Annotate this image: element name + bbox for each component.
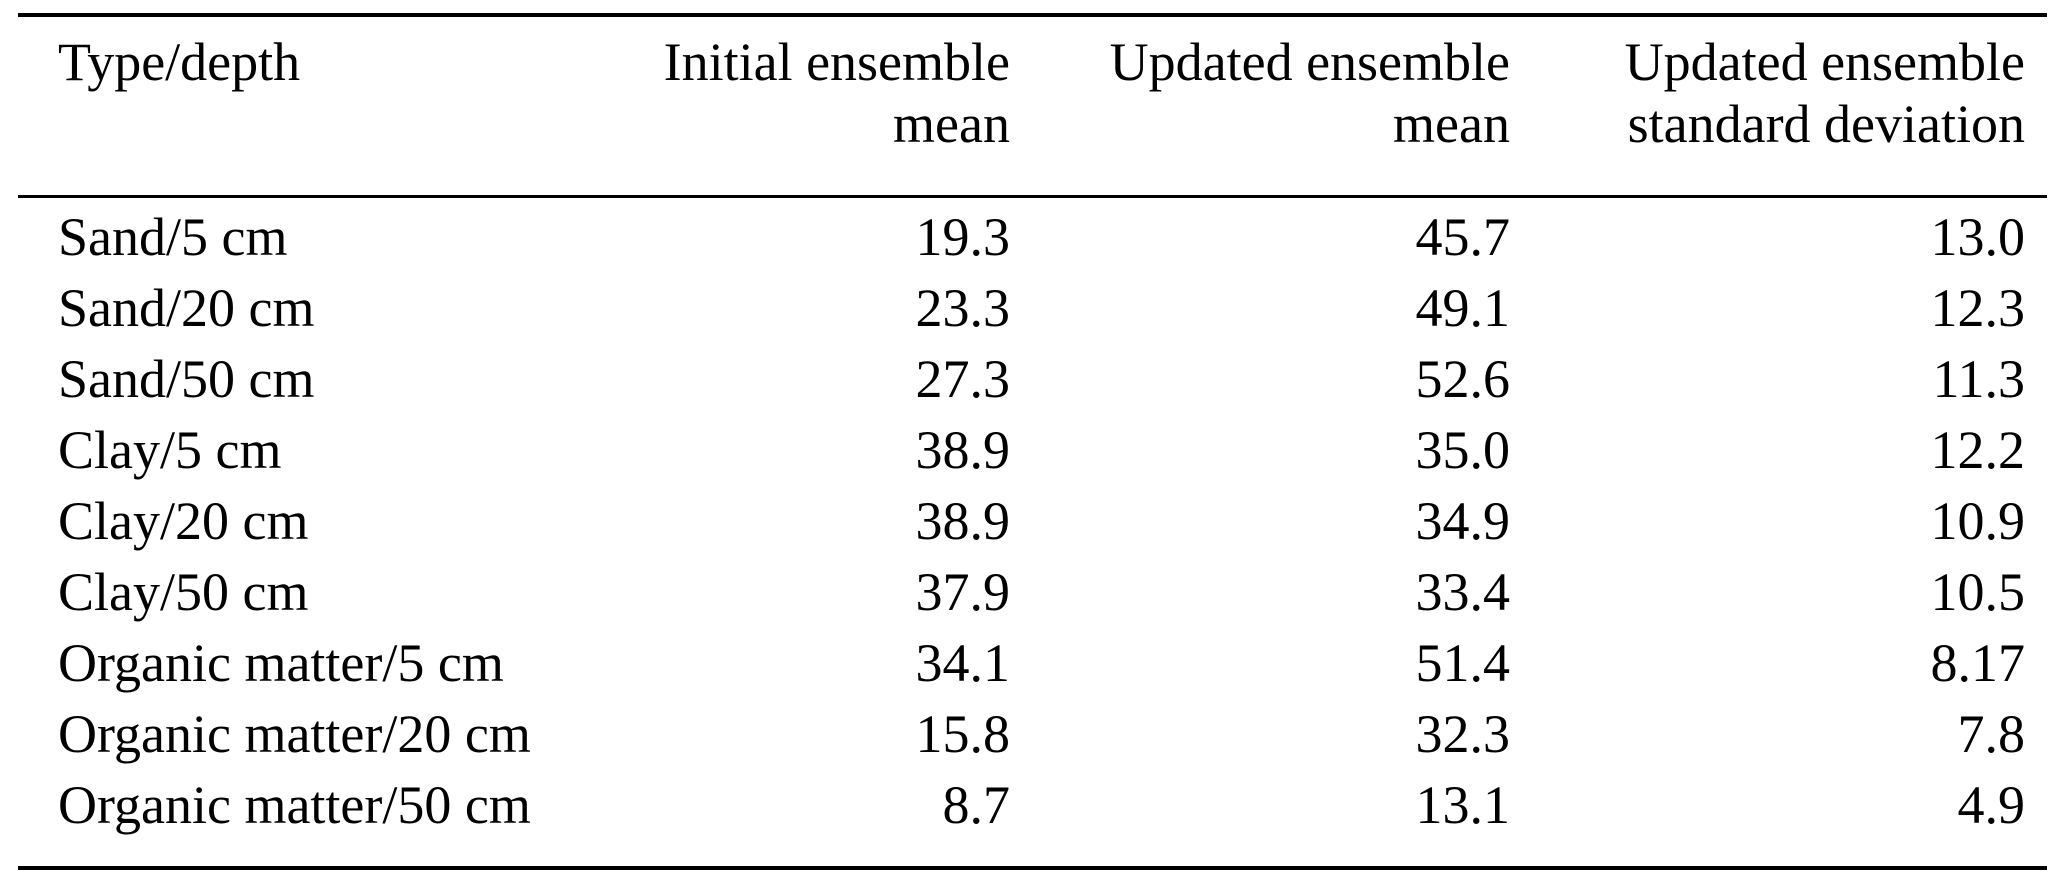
cell-updated-mean: 51.4	[1415, 633, 1511, 693]
cell-updated-mean: 32.3	[1415, 704, 1511, 764]
cell-updated-mean: 52.6	[1415, 349, 1511, 409]
table-row: Clay/50 cm 37.9 33.4 10.5	[18, 557, 2047, 628]
table-row: Organic matter/20 cm 15.8 32.3 7.8	[18, 699, 2047, 770]
table-row: Sand/5 cm 19.3 45.7 13.0	[18, 197, 2047, 274]
cell-type-depth: Clay/50 cm	[58, 562, 309, 622]
cell-initial-mean: 27.3	[915, 349, 1011, 409]
header-row: Type/depth Initial ensemble mean Updated…	[18, 15, 2047, 197]
cell-type-depth: Sand/50 cm	[58, 349, 315, 409]
cell-updated-sd: 11.3	[1932, 349, 2026, 409]
table-header: Type/depth Initial ensemble mean Updated…	[18, 15, 2047, 197]
cell-updated-mean: 33.4	[1415, 562, 1511, 622]
table-row: Clay/20 cm 38.9 34.9 10.9	[18, 486, 2047, 557]
header-type-depth: Type/depth	[18, 15, 618, 197]
cell-type-depth: Organic matter/50 cm	[58, 775, 531, 835]
cell-updated-mean: 49.1	[1415, 278, 1511, 338]
cell-updated-mean: 34.9	[1415, 491, 1511, 551]
cell-initial-mean: 37.9	[915, 562, 1011, 622]
cell-type-depth: Clay/20 cm	[58, 491, 309, 551]
cell-initial-mean: 23.3	[915, 278, 1011, 338]
header-updated-ensemble-sd-label: Updated ensemble standard deviation	[1624, 32, 2025, 154]
cell-updated-sd: 12.2	[1930, 420, 2026, 480]
cell-type-depth: Sand/20 cm	[58, 278, 315, 338]
header-initial-ensemble-mean: Initial ensemble mean	[618, 15, 1010, 197]
table-row: Sand/20 cm 23.3 49.1 12.3	[18, 273, 2047, 344]
cell-updated-sd: 4.9	[1957, 775, 2026, 835]
cell-updated-mean: 13.1	[1415, 775, 1511, 835]
table-row: Sand/50 cm 27.3 52.6 11.3	[18, 344, 2047, 415]
cell-type-depth: Organic matter/5 cm	[58, 633, 504, 693]
cell-initial-mean: 19.3	[915, 207, 1011, 267]
header-initial-ensemble-mean-label: Initial ensemble mean	[663, 32, 1010, 154]
cell-updated-sd: 13.0	[1930, 207, 2026, 267]
cell-updated-sd: 12.3	[1930, 278, 2026, 338]
table-row: Clay/5 cm 38.9 35.0 12.2	[18, 415, 2047, 486]
cell-updated-sd: 8.17	[1930, 633, 2026, 693]
cell-updated-mean: 45.7	[1415, 207, 1511, 267]
header-updated-ensemble-mean-label: Updated ensemble mean	[1109, 32, 1510, 154]
ensemble-statistics-table: Type/depth Initial ensemble mean Updated…	[18, 13, 2047, 870]
header-updated-ensemble-sd: Updated ensemble standard deviation	[1510, 15, 2047, 197]
cell-type-depth: Sand/5 cm	[58, 207, 288, 267]
cell-updated-sd: 10.5	[1930, 562, 2026, 622]
cell-updated-mean: 35.0	[1415, 420, 1511, 480]
table-row: Organic matter/5 cm 34.1 51.4 8.17	[18, 628, 2047, 699]
header-type-depth-label: Type/depth	[58, 32, 301, 92]
cell-updated-sd: 7.8	[1957, 704, 2026, 764]
cell-initial-mean: 34.1	[915, 633, 1011, 693]
cell-initial-mean: 15.8	[915, 704, 1011, 764]
table-body: Sand/5 cm 19.3 45.7 13.0 Sand/20 cm 23.3…	[18, 197, 2047, 869]
cell-initial-mean: 38.9	[915, 491, 1011, 551]
header-updated-ensemble-mean: Updated ensemble mean	[1010, 15, 1510, 197]
cell-updated-sd: 10.9	[1930, 491, 2026, 551]
cell-type-depth: Organic matter/20 cm	[58, 704, 531, 764]
cell-type-depth: Clay/5 cm	[58, 420, 282, 480]
cell-initial-mean: 38.9	[915, 420, 1011, 480]
table-row: Organic matter/50 cm 8.7 13.1 4.9	[18, 770, 2047, 868]
cell-initial-mean: 8.7	[942, 775, 1011, 835]
